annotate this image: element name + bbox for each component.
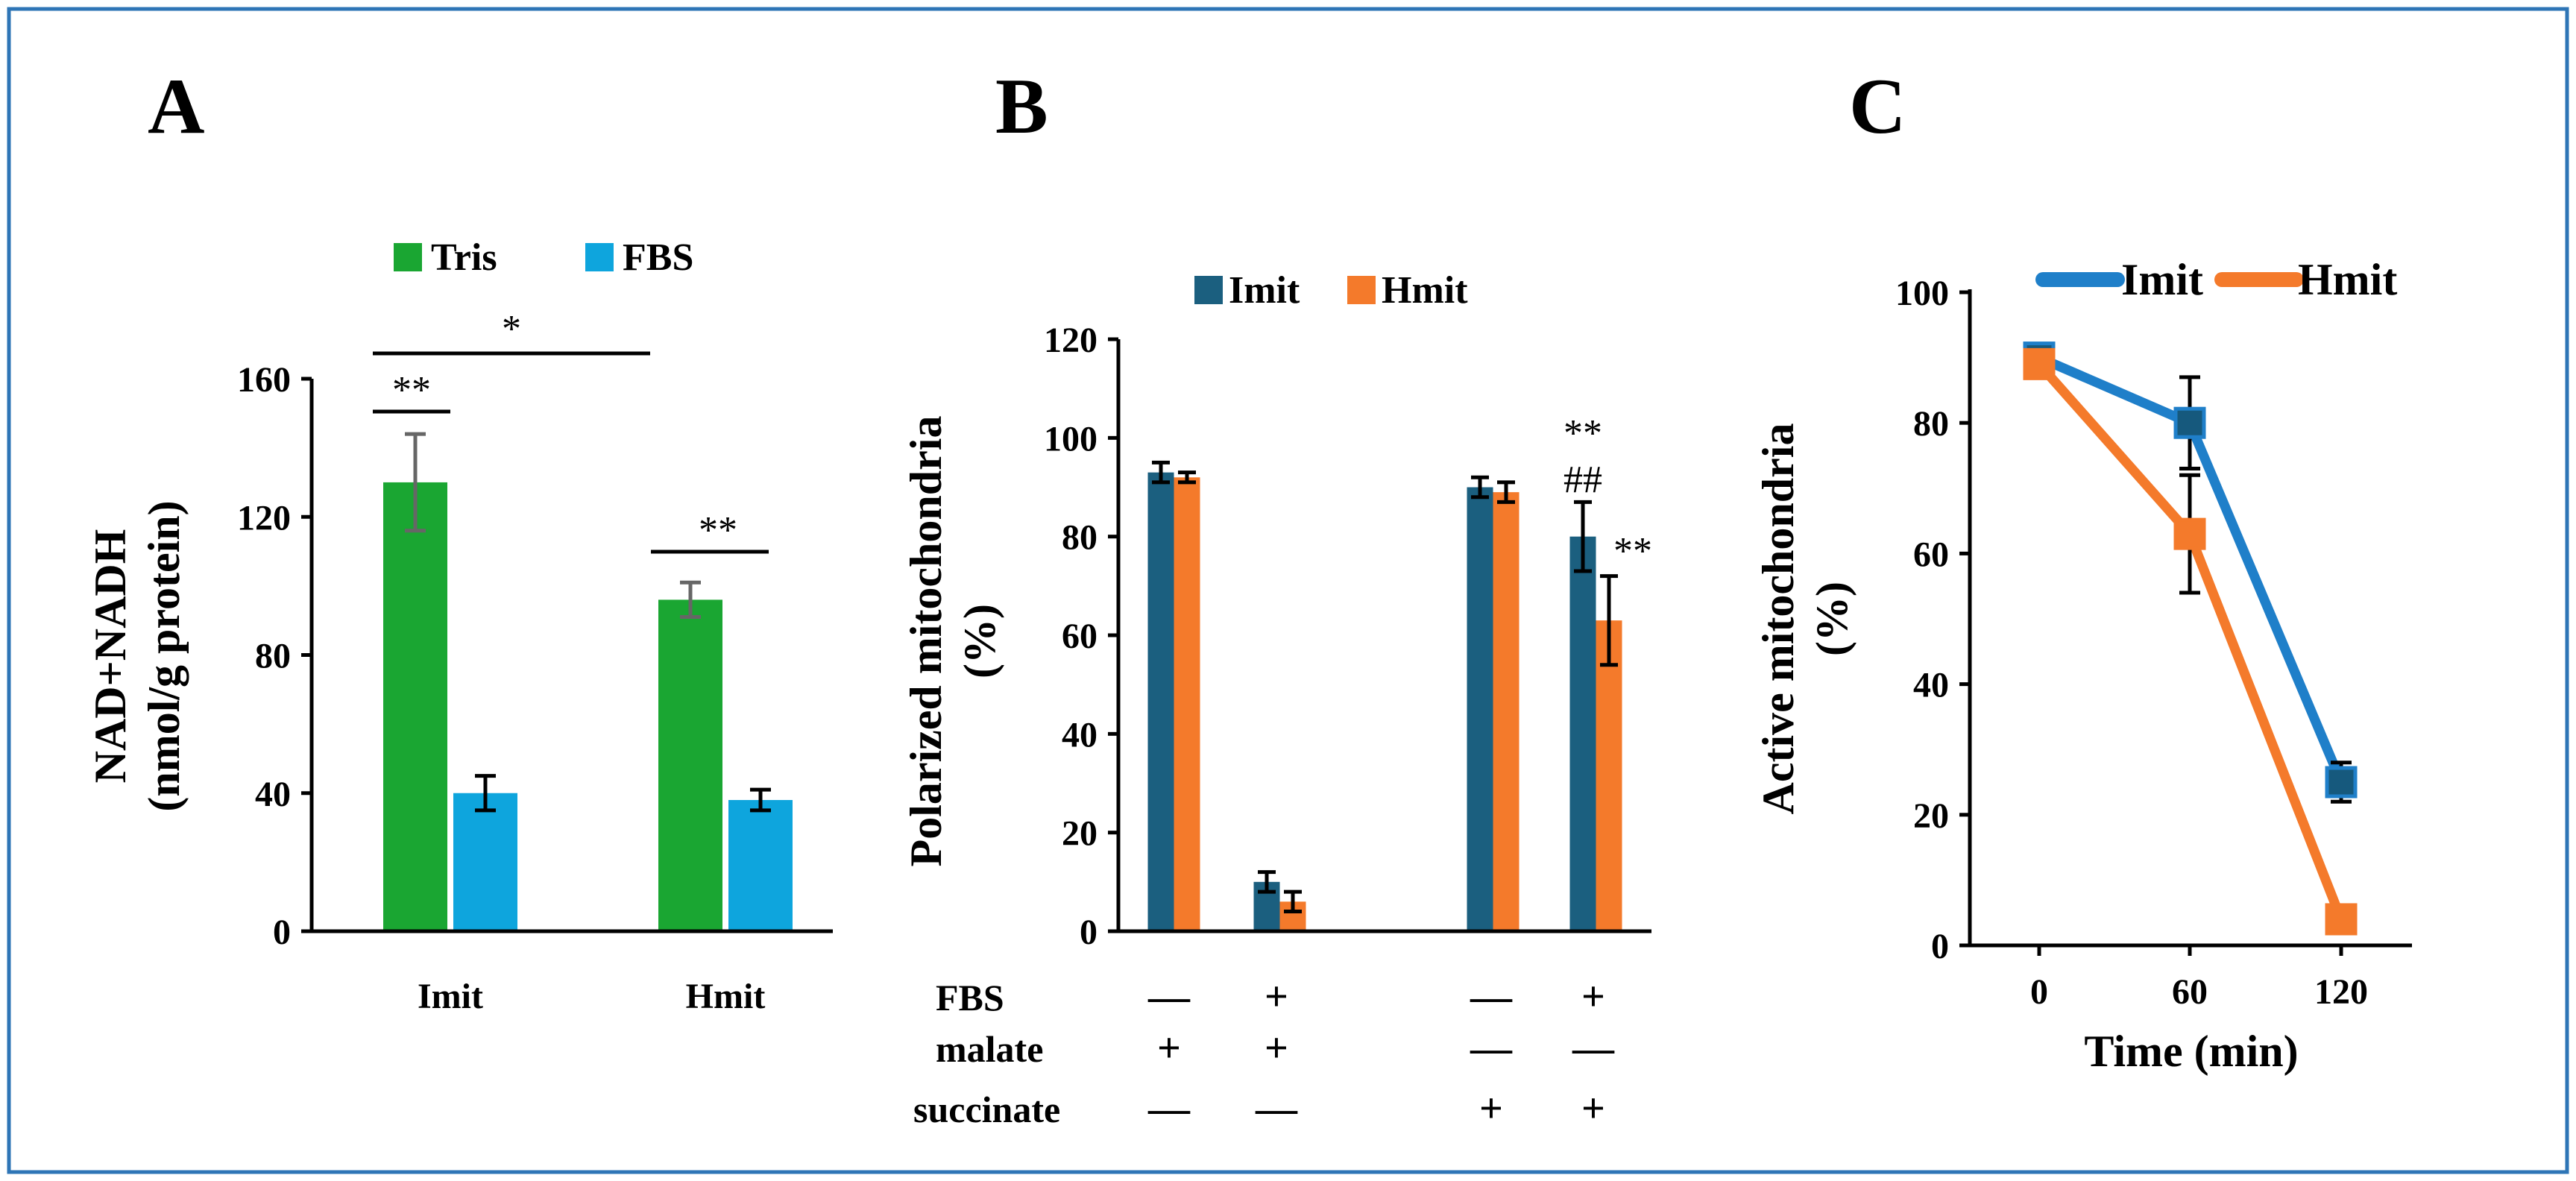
condition-succinate-4: +	[1581, 1086, 1605, 1132]
condition-label-succinate: succinate	[913, 1089, 1060, 1130]
panel-c-letter: C	[1849, 63, 1906, 150]
x-tick-label: 0	[2030, 972, 2048, 1012]
y-tick-label: 40	[1913, 666, 1949, 705]
y-tick-label: 0	[1931, 927, 1949, 966]
panel-c: C Imit Hmit 0 20 40 60 80 100 0 60 120 Time (mi…	[1754, 63, 2412, 1076]
bar-tris-imit	[383, 482, 447, 931]
panel-c-y-label-line1: Active mitochondria	[1754, 423, 1803, 815]
panel-c-x-label: Time (min)	[2084, 1027, 2298, 1076]
point-hmit-60	[2173, 517, 2206, 550]
panel-b-conditions: FBS — + — + malate + + — — succinate — —…	[913, 974, 1615, 1132]
y-tick-label: 80	[1062, 518, 1098, 558]
point-imit-120	[2325, 766, 2358, 799]
panel-b-y-label-line1: Polarized mitochondria	[901, 416, 951, 867]
y-tick-label: 40	[1062, 715, 1098, 755]
sig-label-imit-hmit: *	[502, 308, 521, 350]
legend-swatch-hmit	[1347, 276, 1376, 304]
condition-fbs-3: —	[1470, 974, 1513, 1020]
point-hmit-120	[2325, 903, 2358, 936]
panel-a-y-label-line2: (nmol/g protein)	[139, 500, 189, 811]
x-tick-label: 120	[2314, 972, 2368, 1012]
panel-a-letter: A	[148, 63, 205, 150]
point-imit-60	[2173, 406, 2206, 439]
legend-label-imit-c: Imit	[2121, 255, 2203, 304]
y-tick-label: 80	[255, 637, 291, 676]
panel-b-significance: ** ## **	[1563, 412, 1652, 573]
panel-b-letter: B	[995, 63, 1048, 150]
condition-malate-1: +	[1157, 1025, 1181, 1071]
panel-c-series	[2023, 341, 2358, 936]
legend-swatch-imit	[1194, 276, 1223, 304]
sig-label-hmit: **	[699, 509, 737, 552]
y-tick-label: 20	[1062, 814, 1098, 854]
panel-c-y-label-line2: (%)	[1807, 582, 1857, 656]
panel-a-legend: Tris FBS	[394, 236, 693, 279]
legend-label-tris: Tris	[431, 236, 497, 279]
y-tick-label: 80	[1913, 404, 1949, 444]
sig-label-hash-imit-succinate-fbs: ##	[1563, 459, 1602, 501]
y-tick-label: 120	[237, 498, 291, 538]
point-hmit-0	[2023, 347, 2056, 380]
sig-label-hmit-succinate-fbs: **	[1613, 530, 1652, 573]
panel-c-y-ticks: 0 20 40 60 80 100	[1895, 274, 1970, 966]
legend-label-fbs: FBS	[623, 236, 693, 279]
condition-malate-2: +	[1265, 1025, 1288, 1071]
bar-imit-group-1	[1147, 472, 1174, 931]
panel-a-significance: * ** **	[373, 308, 769, 554]
condition-succinate-2: —	[1255, 1086, 1298, 1132]
panel-b-legend: Imit Hmit	[1194, 269, 1468, 312]
panel-a-error-bars	[405, 432, 771, 813]
panel-b: B Imit Hmit 0 20 40 60 80 100 120 Polarized mi…	[901, 63, 1652, 1132]
bar-imit-group-3	[1467, 487, 1493, 931]
y-tick-label: 60	[1062, 617, 1098, 656]
condition-succinate-3: +	[1479, 1086, 1503, 1132]
panel-a-bars	[383, 482, 793, 931]
bar-hmit-group-4	[1596, 620, 1622, 931]
panel-a-y-ticks: 0 40 80 120 160	[237, 360, 312, 952]
x-tick-label-imit: Imit	[418, 977, 483, 1016]
bar-hmit-group-3	[1493, 492, 1520, 931]
panel-a: A Tris FBS 0 40 80 120 160 Imit Hmit NAD+NAD…	[86, 63, 833, 1016]
x-tick-label: 60	[2172, 972, 2208, 1012]
condition-label-malate: malate	[936, 1028, 1043, 1070]
bar-fbs-imit	[453, 793, 517, 931]
y-tick-label: 100	[1895, 274, 1949, 313]
y-tick-label: 60	[1913, 535, 1949, 574]
legend-label-hmit: Hmit	[1382, 269, 1468, 312]
bar-imit-group-4	[1569, 536, 1596, 931]
condition-label-fbs: FBS	[936, 977, 1004, 1018]
panel-b-y-ticks: 0 20 40 60 80 100 120	[1044, 321, 1118, 952]
y-tick-label: 0	[1080, 913, 1098, 952]
sig-label-imit: **	[392, 369, 431, 412]
panel-b-y-label-line2: (%)	[955, 604, 1004, 678]
panel-c-legend: Imit Hmit	[2035, 255, 2397, 304]
condition-fbs-2: +	[1265, 974, 1288, 1020]
y-tick-label: 20	[1913, 796, 1949, 836]
y-tick-label: 100	[1044, 419, 1098, 459]
condition-succinate-1: —	[1147, 1086, 1191, 1132]
condition-malate-3: —	[1470, 1025, 1513, 1071]
legend-swatch-fbs	[585, 243, 614, 271]
panel-b-bars	[1147, 472, 1622, 931]
legend-label-hmit-c: Hmit	[2298, 255, 2397, 304]
y-tick-label: 160	[237, 360, 291, 400]
bar-hmit-group-1	[1174, 477, 1200, 931]
legend-swatch-tris	[394, 243, 422, 271]
y-tick-label: 120	[1044, 321, 1098, 360]
x-tick-label-hmit: Hmit	[686, 977, 766, 1016]
bar-fbs-hmit	[728, 800, 793, 931]
bar-tris-hmit	[658, 599, 722, 931]
legend-label-imit: Imit	[1229, 269, 1300, 312]
y-tick-label: 0	[273, 913, 291, 952]
condition-malate-4: —	[1572, 1025, 1615, 1071]
panel-b-error-bars	[1152, 460, 1618, 914]
condition-fbs-1: —	[1147, 974, 1191, 1020]
y-tick-label: 40	[255, 775, 291, 814]
sig-label-imit-succinate-fbs: **	[1563, 412, 1602, 455]
panel-a-y-label-line1: NAD+NADH	[86, 529, 135, 784]
condition-fbs-4: +	[1581, 974, 1605, 1020]
panel-c-x-ticks: 0 60 120	[2030, 945, 2368, 1012]
